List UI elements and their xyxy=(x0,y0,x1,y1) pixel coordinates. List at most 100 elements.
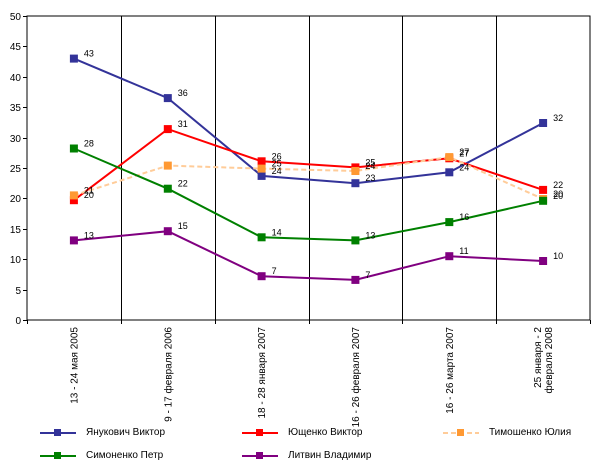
data-label: 24 xyxy=(272,166,282,176)
data-point xyxy=(445,218,454,227)
data-point xyxy=(69,144,78,153)
data-label: 28 xyxy=(84,139,94,149)
plot-area xyxy=(26,15,591,321)
x-axis: 13 - 24 мая 2005 9 - 17 февраля 2006 18 - … xyxy=(27,320,591,428)
data-point xyxy=(351,236,360,245)
data-label: 20 xyxy=(553,191,563,201)
data-label: 36 xyxy=(178,88,188,98)
y-tick-label: 45 xyxy=(10,42,22,53)
data-label: 11 xyxy=(459,246,468,256)
legend-swatch-icon xyxy=(242,451,278,460)
data-point xyxy=(257,164,266,173)
data-label: 27 xyxy=(459,148,469,158)
y-tick-label: 20 xyxy=(10,194,22,205)
y-tick-label: 5 xyxy=(15,286,21,297)
data-label: 7 xyxy=(365,270,370,280)
x-tick-label: 13 - 24 мая 2005 xyxy=(69,327,80,404)
y-tick-label: 25 xyxy=(10,164,22,175)
y-tick-label: 40 xyxy=(10,73,22,84)
data-label: 24 xyxy=(459,162,469,172)
data-point xyxy=(539,185,548,194)
legend-item: Ющенко Виктор xyxy=(242,427,362,438)
data-label: 25 xyxy=(272,159,282,169)
data-point xyxy=(539,257,548,265)
data-point xyxy=(257,171,266,180)
x-tick-label: 16 - 26 февраля 2007 xyxy=(350,327,362,428)
series-group xyxy=(69,54,548,284)
data-label: 20 xyxy=(553,189,563,199)
data-point xyxy=(445,168,454,177)
data-label: 13 xyxy=(365,230,375,240)
data-label: 10 xyxy=(553,251,563,261)
data-point xyxy=(163,227,172,236)
series-line xyxy=(73,230,544,281)
x-tick-label: 16 - 26 марта 2007 xyxy=(445,327,456,414)
data-point xyxy=(445,153,454,162)
data-point xyxy=(351,275,360,284)
data-point xyxy=(257,272,266,281)
data-label: 31 xyxy=(178,119,188,129)
x-tick-label: 9 - 17 февраля 2006 xyxy=(162,327,174,422)
data-label: 22 xyxy=(553,180,563,190)
x-tick-label: 25 января - 2февраля 2008 xyxy=(533,327,555,394)
data-label: 24 xyxy=(365,161,375,171)
legend-swatch-icon xyxy=(40,451,76,460)
data-label: 43 xyxy=(84,49,94,59)
legend-label: Янукович Виктор xyxy=(86,427,166,438)
legend-item: Тимошенко Юлия xyxy=(443,427,571,438)
data-label: 25 xyxy=(365,157,375,167)
data-point xyxy=(69,236,78,245)
data-point xyxy=(539,196,548,205)
data-point xyxy=(351,179,360,188)
plot-border xyxy=(26,15,591,321)
vertical-gridlines xyxy=(121,16,497,320)
data-point xyxy=(163,125,172,134)
data-point xyxy=(539,119,548,127)
legend-item: Симоненко Петр xyxy=(40,450,163,461)
legend-label: Ющенко Виктор xyxy=(288,427,363,438)
data-label: 27 xyxy=(459,147,469,157)
legend-swatch-icon xyxy=(40,428,76,437)
data-point xyxy=(257,233,266,242)
data-label: 22 xyxy=(178,179,188,189)
legend-item: Литвин Владимир xyxy=(242,450,371,461)
data-point xyxy=(257,157,266,166)
data-label: 16 xyxy=(459,212,469,222)
y-tick-label: 15 xyxy=(10,225,22,236)
y-tick-label: 35 xyxy=(10,103,22,114)
data-label: 21 xyxy=(84,185,94,195)
series-line xyxy=(73,147,544,242)
data-point xyxy=(69,54,78,63)
series-line xyxy=(73,127,544,201)
legend-swatch-icon xyxy=(242,428,278,437)
legend-label: Тимошенко Юлия xyxy=(489,427,572,438)
series-line xyxy=(73,156,544,200)
data-label: 32 xyxy=(553,113,563,123)
data-label: 15 xyxy=(178,221,188,231)
data-point xyxy=(163,184,172,193)
y-tick-label: 10 xyxy=(10,255,22,266)
data-label: 26 xyxy=(272,151,282,161)
y-tick-label: 0 xyxy=(15,316,21,327)
data-label: 7 xyxy=(272,266,277,276)
data-point xyxy=(351,167,360,175)
y-axis: 0 5 10 15 20 25 30 35 40 45 50 xyxy=(10,12,27,327)
data-point xyxy=(69,196,78,205)
data-point xyxy=(445,252,454,261)
data-point xyxy=(163,94,172,103)
x-tick-label: 18 - 28 января 2007 xyxy=(257,327,268,419)
legend-swatch-icon xyxy=(443,428,479,437)
data-label: 20 xyxy=(84,190,94,200)
data-point xyxy=(163,161,172,170)
legend-label: Литвин Владимир xyxy=(288,450,372,461)
data-label: 13 xyxy=(84,230,94,240)
data-label: 23 xyxy=(365,173,375,183)
legend-label: Симоненко Петр xyxy=(86,450,164,461)
y-tick-label: 30 xyxy=(10,134,22,145)
y-tick-label: 50 xyxy=(10,12,22,23)
legend-item: Янукович Виктор xyxy=(40,427,165,438)
data-label: 14 xyxy=(272,227,282,237)
data-point xyxy=(69,191,78,200)
